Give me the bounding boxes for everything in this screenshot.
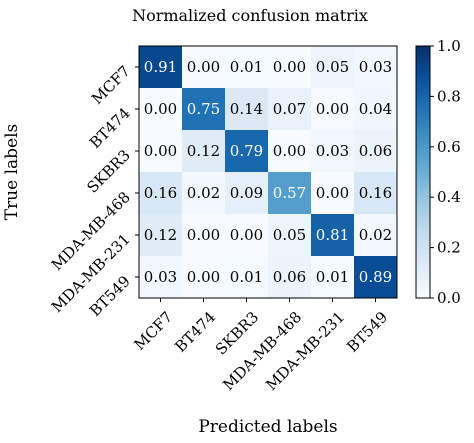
y-tick-label: MCF7 bbox=[88, 62, 134, 108]
cell-value-label: 0.89 bbox=[359, 268, 392, 286]
heatmap-cell bbox=[268, 88, 312, 131]
y-tick-label: BT474 bbox=[86, 104, 134, 152]
heatmap-cell bbox=[268, 172, 312, 215]
heatmap-cell bbox=[268, 256, 312, 299]
colorbar bbox=[415, 45, 431, 299]
colorbar-tick-label: 0.4 bbox=[437, 188, 461, 206]
heatmap-cell bbox=[268, 214, 312, 257]
cell-value-label: 0.01 bbox=[230, 268, 263, 286]
colorbar-tick-label: 0.8 bbox=[437, 87, 461, 105]
cell-value-label: 0.79 bbox=[230, 142, 263, 160]
cell-value-label: 0.00 bbox=[273, 58, 306, 76]
cell-value-label: 0.07 bbox=[273, 100, 306, 118]
cell-value-label: 0.09 bbox=[230, 184, 263, 202]
heatmap-cell bbox=[268, 46, 312, 89]
heatmap-cell bbox=[182, 256, 226, 299]
y-tick-label: SKBR3 bbox=[83, 146, 133, 196]
heatmap-cell bbox=[139, 214, 183, 257]
heatmap-cell bbox=[311, 46, 355, 89]
heatmap-cell bbox=[354, 130, 398, 173]
cell-value-label: 0.02 bbox=[359, 226, 392, 244]
y-axis-label: True labels bbox=[2, 124, 22, 221]
colorbar-tick-label: 0.0 bbox=[437, 289, 461, 307]
cell-value-label: 0.01 bbox=[230, 58, 263, 76]
heatmap-cell bbox=[354, 256, 398, 299]
heatmap-cell bbox=[225, 172, 269, 215]
cell-value-label: 0.03 bbox=[316, 142, 349, 160]
cell-value-label: 0.75 bbox=[187, 100, 220, 118]
cell-value-label: 0.16 bbox=[359, 184, 392, 202]
x-tick-label: MDA-MB-231 bbox=[262, 308, 348, 394]
heatmap-cell bbox=[139, 130, 183, 173]
x-tick-label: BT474 bbox=[171, 308, 219, 356]
colorbar-tick-label: 0.6 bbox=[437, 138, 461, 156]
cell-value-label: 0.03 bbox=[359, 58, 392, 76]
cell-value-label: 0.00 bbox=[187, 268, 220, 286]
heatmap-cell bbox=[311, 256, 355, 299]
cell-value-label: 0.01 bbox=[316, 268, 349, 286]
heatmap-cells: 0.91 0.00 0.01 0.00 0.05 0.03 0.00 0.75 0.14 0.07… bbox=[139, 46, 398, 299]
cell-value-label: 0.00 bbox=[144, 100, 177, 118]
heatmap-cell bbox=[139, 46, 183, 89]
heatmap-cell bbox=[225, 46, 269, 89]
heatmap-cell bbox=[139, 256, 183, 299]
cell-value-label: 0.00 bbox=[187, 226, 220, 244]
cell-value-label: 0.02 bbox=[187, 184, 220, 202]
heatmap-cell bbox=[225, 88, 269, 131]
heatmap-cell bbox=[225, 130, 269, 173]
heatmap-cell bbox=[182, 46, 226, 89]
heatmap-cell bbox=[354, 172, 398, 215]
heatmap-cell bbox=[139, 88, 183, 131]
cell-value-label: 0.03 bbox=[144, 268, 177, 286]
cell-value-label: 0.00 bbox=[273, 142, 306, 160]
heatmap-cell bbox=[182, 88, 226, 131]
cell-value-label: 0.81 bbox=[316, 226, 349, 244]
heatmap-cell bbox=[311, 130, 355, 173]
cell-value-label: 0.04 bbox=[359, 100, 392, 118]
x-tick-label: MCF7 bbox=[130, 308, 176, 354]
colorbar-ticks: 0.0 0.2 0.4 0.6 0.8 1.0 bbox=[430, 37, 461, 307]
heatmap-cell bbox=[139, 172, 183, 215]
heatmap-cell bbox=[311, 88, 355, 131]
heatmap-cell bbox=[354, 214, 398, 257]
cell-value-label: 0.16 bbox=[144, 184, 177, 202]
x-tick-label: BT549 bbox=[343, 308, 391, 356]
heatmap-cell bbox=[311, 214, 355, 257]
cell-value-label: 0.14 bbox=[230, 100, 263, 118]
heatmap-frame bbox=[138, 45, 398, 299]
cell-value-label: 0.00 bbox=[187, 58, 220, 76]
cell-value-label: 0.00 bbox=[316, 100, 349, 118]
cell-value-label: 0.00 bbox=[316, 184, 349, 202]
colorbar-tick-label: 1.0 bbox=[437, 37, 461, 55]
cell-value-label: 0.05 bbox=[316, 58, 349, 76]
x-axis-label: Predicted labels bbox=[198, 417, 337, 437]
cell-value-label: 0.06 bbox=[359, 142, 392, 160]
cell-value-label: 0.12 bbox=[144, 226, 177, 244]
heatmap-cell bbox=[225, 256, 269, 299]
cell-value-label: 0.06 bbox=[273, 268, 306, 286]
cell-value-label: 0.91 bbox=[144, 58, 177, 76]
heatmap-cell bbox=[182, 172, 226, 215]
cell-value-label: 0.57 bbox=[273, 184, 306, 202]
chart-title: Normalized confusion matrix bbox=[132, 6, 368, 25]
heatmap-cell bbox=[182, 130, 226, 173]
heatmap-cell bbox=[354, 88, 398, 131]
colorbar-tick-label: 0.2 bbox=[437, 239, 461, 257]
cell-value-label: 0.12 bbox=[187, 142, 220, 160]
heatmap-cell bbox=[268, 130, 312, 173]
cell-value-label: 0.05 bbox=[273, 226, 306, 244]
heatmap-cell bbox=[311, 172, 355, 215]
cell-value-label: 0.00 bbox=[230, 226, 263, 244]
heatmap-cell bbox=[182, 214, 226, 257]
heatmap-cell bbox=[225, 214, 269, 257]
cell-value-label: 0.00 bbox=[144, 142, 177, 160]
heatmap-cell bbox=[354, 46, 398, 89]
